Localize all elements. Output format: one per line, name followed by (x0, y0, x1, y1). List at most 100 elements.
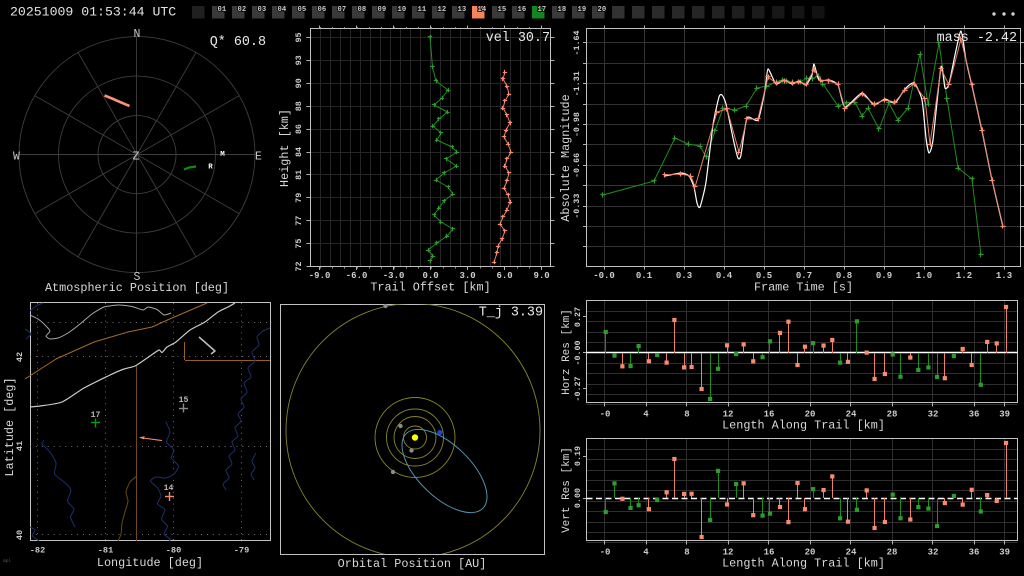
svg-text:12: 12 (723, 548, 734, 558)
svg-text:-0.27: -0.27 (573, 376, 583, 401)
svg-text:20: 20 (805, 548, 816, 558)
svg-text:0.5: 0.5 (756, 271, 772, 281)
svg-text:81: 81 (294, 170, 304, 180)
svg-text:T_j 3.39: T_j 3.39 (479, 306, 543, 321)
svg-text:-79: -79 (234, 546, 249, 556)
svg-text:1.3: 1.3 (996, 271, 1012, 281)
svg-text:79: 79 (294, 193, 304, 203)
svg-text:06: 06 (318, 6, 327, 14)
svg-text:Horz Res [km]: Horz Res [km] (561, 309, 573, 395)
svg-text:1.0: 1.0 (916, 271, 932, 281)
svg-text:12: 12 (723, 410, 734, 420)
svg-text:-1.64: -1.64 (572, 30, 582, 55)
svg-text:0.00: 0.00 (573, 488, 583, 508)
svg-text:mpl: mpl (3, 558, 11, 564)
svg-text:36: 36 (969, 548, 980, 558)
svg-text:9.0: 9.0 (533, 271, 549, 281)
svg-text:39: 39 (999, 410, 1010, 420)
svg-text:28: 28 (887, 548, 898, 558)
svg-text:Q* 60.8: Q* 60.8 (210, 35, 266, 50)
svg-text:-80: -80 (166, 546, 181, 556)
svg-text:vel 30.7: vel 30.7 (486, 31, 550, 46)
svg-text:1.2: 1.2 (956, 271, 972, 281)
svg-text:-1.31: -1.31 (572, 71, 582, 96)
svg-text:8: 8 (684, 548, 689, 558)
svg-text:Height [km]: Height [km] (278, 109, 292, 187)
svg-text:16: 16 (764, 410, 775, 420)
svg-text:15: 15 (179, 396, 189, 405)
svg-text:95: 95 (294, 32, 304, 42)
svg-text:-3.0: -3.0 (383, 271, 405, 281)
svg-text:08: 08 (358, 6, 367, 14)
svg-text:15: 15 (498, 6, 507, 14)
svg-text:Longitude [deg]: Longitude [deg] (97, 556, 203, 570)
svg-text:Length Along Trail [km]: Length Along Trail [km] (722, 419, 885, 433)
svg-text:77: 77 (294, 216, 304, 226)
svg-text:18: 18 (558, 6, 567, 14)
svg-text:40: 40 (15, 530, 25, 540)
svg-text:-0.33: -0.33 (572, 194, 582, 219)
svg-text:20: 20 (598, 6, 607, 14)
svg-text:0.4: 0.4 (716, 271, 733, 281)
svg-text:19: 19 (578, 6, 587, 14)
svg-text:11: 11 (418, 6, 427, 14)
svg-text:10: 10 (398, 6, 407, 14)
svg-text:0.19: 0.19 (573, 446, 583, 466)
svg-text:N: N (134, 28, 141, 41)
svg-text:W: W (13, 151, 20, 164)
svg-text:16: 16 (764, 548, 775, 558)
svg-text:Atmospheric Position [deg]: Atmospheric Position [deg] (45, 281, 229, 295)
svg-text:20251009 01:53:44 UTC: 20251009 01:53:44 UTC (10, 5, 176, 20)
svg-text:93: 93 (294, 55, 304, 65)
svg-text:39: 39 (999, 548, 1010, 558)
svg-text:12: 12 (438, 6, 447, 14)
svg-text:07: 07 (338, 6, 347, 14)
svg-text:0.3: 0.3 (676, 271, 692, 281)
svg-text:-9.0: -9.0 (309, 271, 331, 281)
svg-text:Vert Res [km]: Vert Res [km] (561, 447, 573, 533)
svg-text:-0.98: -0.98 (572, 112, 582, 137)
svg-text:Frame Time [s]: Frame Time [s] (754, 281, 853, 295)
svg-text:32: 32 (928, 410, 939, 420)
svg-text:24: 24 (846, 410, 857, 420)
svg-text:17: 17 (538, 6, 547, 14)
svg-text:Latitude [deg]: Latitude [deg] (3, 377, 17, 476)
svg-text:14: 14 (478, 6, 487, 14)
svg-text:17: 17 (91, 411, 101, 420)
svg-text:3.0: 3.0 (459, 271, 475, 281)
svg-text:-0.0: -0.0 (593, 271, 615, 281)
svg-text:0.8: 0.8 (836, 271, 852, 281)
svg-text:4: 4 (643, 548, 649, 558)
svg-text:E: E (255, 151, 262, 164)
svg-text:Trail Offset [km]: Trail Offset [km] (370, 281, 490, 295)
svg-text:14: 14 (164, 484, 174, 493)
svg-text:05: 05 (298, 6, 307, 14)
svg-text:Z: Z (133, 151, 140, 164)
svg-text:72: 72 (294, 261, 304, 271)
svg-text:42: 42 (15, 352, 25, 362)
svg-text:-0.66: -0.66 (572, 153, 582, 178)
svg-text:03: 03 (258, 6, 267, 14)
svg-text:Length Along Trail [km]: Length Along Trail [km] (722, 557, 885, 571)
svg-text:0.0: 0.0 (422, 271, 438, 281)
svg-text:-0: -0 (600, 548, 611, 558)
svg-text:24: 24 (846, 548, 857, 558)
svg-text:36: 36 (969, 410, 980, 420)
svg-text:Absolute Magnitude: Absolute Magnitude (559, 94, 573, 221)
svg-text:20: 20 (805, 410, 816, 420)
svg-text:8: 8 (684, 410, 689, 420)
svg-text:01: 01 (218, 6, 227, 14)
svg-text:04: 04 (278, 6, 287, 14)
svg-text:84: 84 (294, 147, 304, 157)
svg-text:41: 41 (15, 441, 25, 451)
svg-text:-82: -82 (30, 546, 45, 556)
svg-text:R: R (208, 164, 213, 172)
svg-text:-81: -81 (98, 546, 113, 556)
svg-text:28: 28 (887, 410, 898, 420)
svg-text:09: 09 (378, 6, 387, 14)
svg-text:-0.00: -0.00 (573, 340, 583, 365)
svg-text:75: 75 (294, 239, 304, 249)
svg-text:32: 32 (928, 548, 939, 558)
svg-text:90: 90 (294, 78, 304, 88)
svg-text:-0: -0 (600, 410, 611, 420)
